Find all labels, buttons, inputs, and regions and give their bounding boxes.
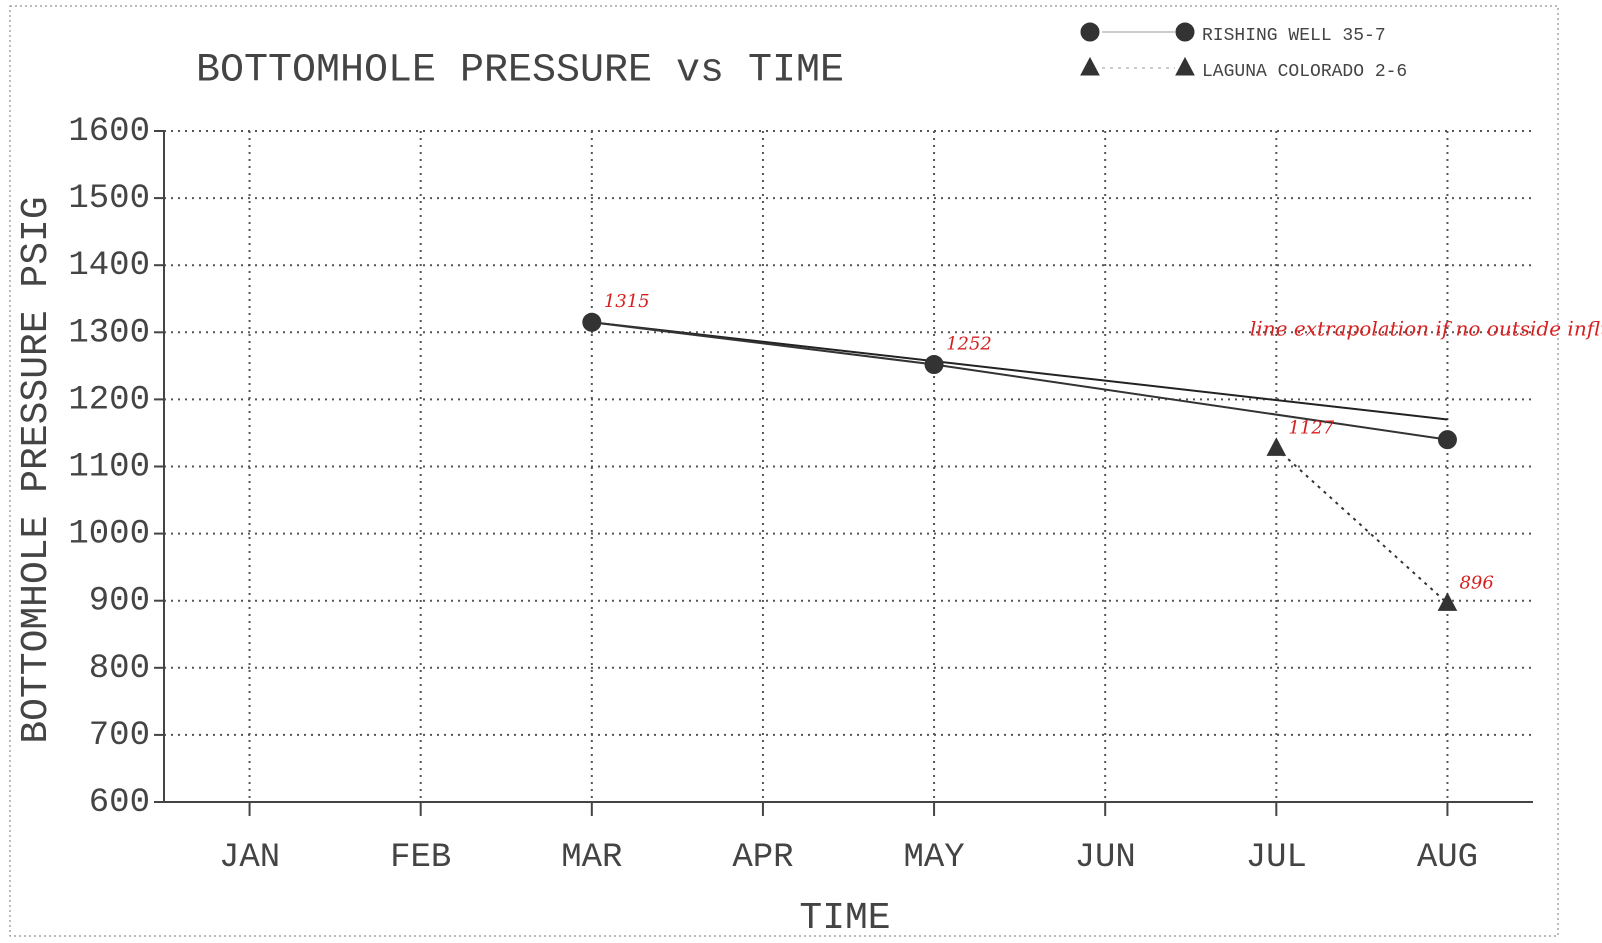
data-label: 1315	[604, 291, 650, 312]
x-tick-label: JAN	[219, 839, 280, 877]
y-tick-label: 600	[89, 784, 150, 822]
marker	[1080, 56, 1100, 76]
y-tick-label: 1500	[68, 180, 150, 218]
y-tick-label: 1400	[68, 247, 150, 285]
x-axis-title: TIME	[799, 897, 890, 940]
chart-title: BOTTOMHOLE PRESSURE vs TIME	[196, 49, 844, 94]
legend-label: LAGUNA COLORADO 2-6	[1202, 62, 1407, 82]
extrapolation-line	[591, 321, 1448, 421]
frame	[9, 5, 1559, 937]
x-tick-label: MAY	[903, 839, 964, 877]
marker	[1080, 22, 1100, 42]
marker	[924, 355, 944, 375]
y-tick-label: 1600	[68, 113, 150, 151]
data-label: 1252	[946, 334, 992, 355]
marker	[1266, 437, 1287, 456]
x-tick-label: AUG	[1417, 839, 1478, 877]
legend-label: RISHING WELL 35-7	[1202, 26, 1386, 46]
data-label: 1127	[1288, 417, 1334, 438]
x-tick-label: FEB	[390, 839, 451, 877]
y-tick-label: 1200	[68, 381, 150, 419]
y-axis-title: BOTTOMHOLE PRESSURE PSIG	[15, 196, 58, 743]
y-tick-label: 1100	[68, 448, 150, 486]
x-tick-label: MAR	[561, 839, 622, 877]
data-label: 896	[1459, 572, 1493, 593]
x-tick-label: APR	[732, 839, 793, 877]
annotation: line extrapolation if no outside influen…	[1250, 317, 1602, 341]
marker	[1175, 22, 1195, 42]
marker	[1175, 56, 1195, 76]
x-tick-label: JUL	[1246, 839, 1307, 877]
y-tick-label: 1300	[68, 314, 150, 352]
x-tick-label: JUN	[1075, 839, 1136, 877]
marker	[1437, 430, 1457, 450]
y-tick-label: 900	[89, 583, 150, 621]
y-tick-label: 800	[89, 650, 150, 688]
y-tick-label: 700	[89, 717, 150, 755]
marker	[582, 312, 602, 332]
y-tick-label: 1000	[68, 516, 150, 554]
series-line	[1275, 447, 1449, 605]
marker	[1437, 592, 1458, 611]
